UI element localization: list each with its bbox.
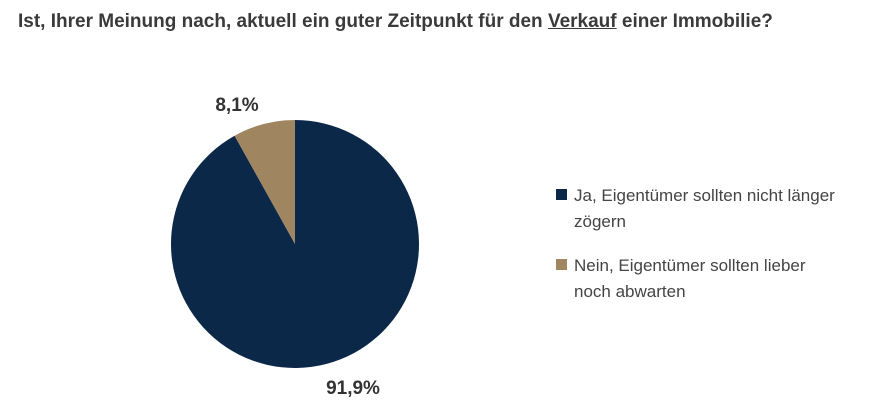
- chart-title-part-2: einer Immobilie?: [616, 11, 773, 32]
- data-label-ja: 91,9%: [326, 378, 380, 399]
- pie-slice-ja: [170, 120, 419, 368]
- data-label-nein: 8,1%: [215, 95, 258, 116]
- chart-title-part-1: Ist, Ihrer Meinung nach, aktuell ein gut…: [18, 11, 548, 32]
- legend-label-ja: Ja, Eigentümer sollten nicht länger zöge…: [574, 186, 835, 231]
- chart-title-underlined-word: Verkauf: [547, 11, 617, 32]
- legend-swatch-ja: [556, 189, 567, 200]
- legend-item-nein: Nein, Eigentümer sollten lieber noch abw…: [556, 253, 856, 305]
- chart-title: Ist, Ihrer Meinung nach, aktuell ein gut…: [18, 8, 778, 35]
- pie-data-labels: 91,9% 8,1%: [215, 95, 380, 399]
- chart-legend: Ja, Eigentümer sollten nicht länger zöge…: [556, 183, 856, 323]
- legend-item-ja: Ja, Eigentümer sollten nicht länger zöge…: [556, 183, 856, 235]
- pie-slice-nein: [234, 120, 295, 244]
- legend-swatch-nein: [556, 259, 567, 270]
- pie-slices: [170, 120, 419, 368]
- legend-label-nein: Nein, Eigentümer sollten lieber noch abw…: [574, 256, 806, 301]
